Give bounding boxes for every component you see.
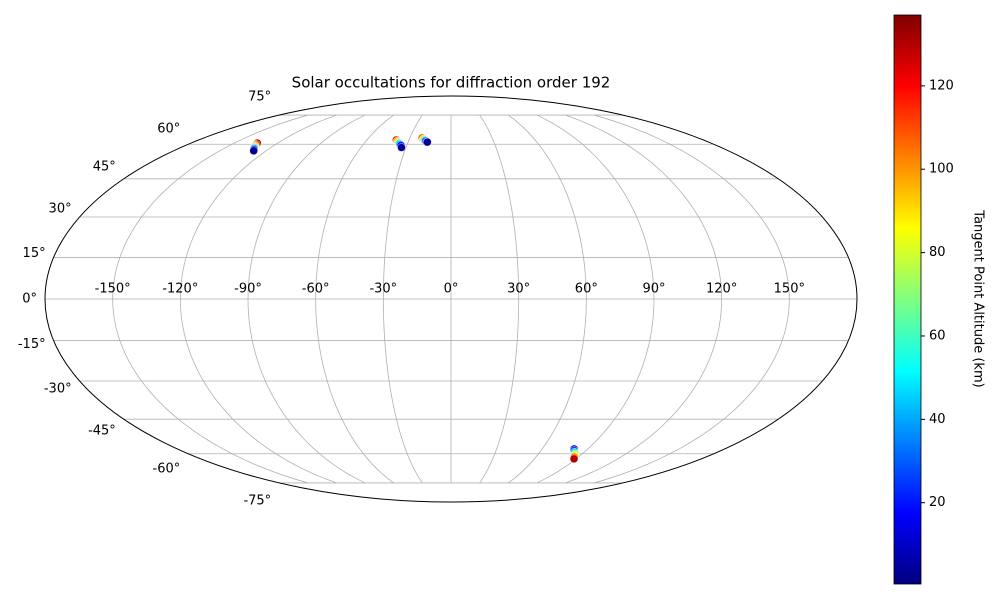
point — [397, 143, 406, 152]
x-tick-label: 60° — [575, 282, 598, 297]
colorbar-ticks: 20 40 60 80 100 120 — [921, 78, 954, 510]
x-tick-label: 0° — [444, 282, 459, 297]
x-tick-label: -120° — [162, 282, 198, 297]
map-outline — [44, 95, 858, 503]
y-tick-label: 15° — [23, 246, 46, 261]
point — [249, 146, 258, 155]
y-tick-label: -45° — [88, 424, 116, 439]
colorbar-tick-label: 20 — [929, 495, 946, 510]
y-tick-label: 75° — [248, 89, 271, 104]
x-tick-label: -150° — [95, 282, 131, 297]
y-tick-label: 30° — [49, 201, 72, 216]
tick-labels: -150° -120° -90° -60° -30° 0° 30° 60° 90° 120° 150… — [18, 89, 805, 508]
y-tick-label: 45° — [93, 159, 116, 174]
chart-title: Solar occultations for diffraction order… — [292, 74, 611, 92]
y-tick-label: 0° — [22, 292, 37, 307]
colorbar-tick-label: 80 — [929, 245, 946, 260]
x-tick-label: 150° — [774, 282, 805, 297]
y-tick-label: 60° — [157, 121, 180, 136]
x-tick-label: 30° — [507, 282, 530, 297]
colorbar-tick-label: 120 — [929, 78, 954, 93]
x-tick-label: -90° — [234, 282, 262, 297]
colorbar-label: Tangent Point Altitude (km) — [971, 209, 986, 387]
y-tick-label: -75° — [243, 494, 271, 509]
x-tick-label: -60° — [302, 282, 330, 297]
x-tick-label: -30° — [369, 282, 397, 297]
point — [423, 137, 432, 147]
colorbar — [893, 14, 922, 585]
x-tick-label: 120° — [706, 282, 737, 297]
y-tick-label: -30° — [44, 382, 72, 397]
point — [569, 454, 579, 464]
colorbar-tick-label: 100 — [929, 162, 954, 177]
colorbar-tick-label: 40 — [929, 412, 946, 427]
y-tick-label: -15° — [18, 337, 46, 352]
colorbar-tick-label: 60 — [929, 328, 946, 343]
points — [249, 133, 580, 464]
x-tick-label: 90° — [642, 282, 665, 297]
grid — [45, 114, 857, 484]
y-tick-label: -60° — [153, 462, 181, 477]
